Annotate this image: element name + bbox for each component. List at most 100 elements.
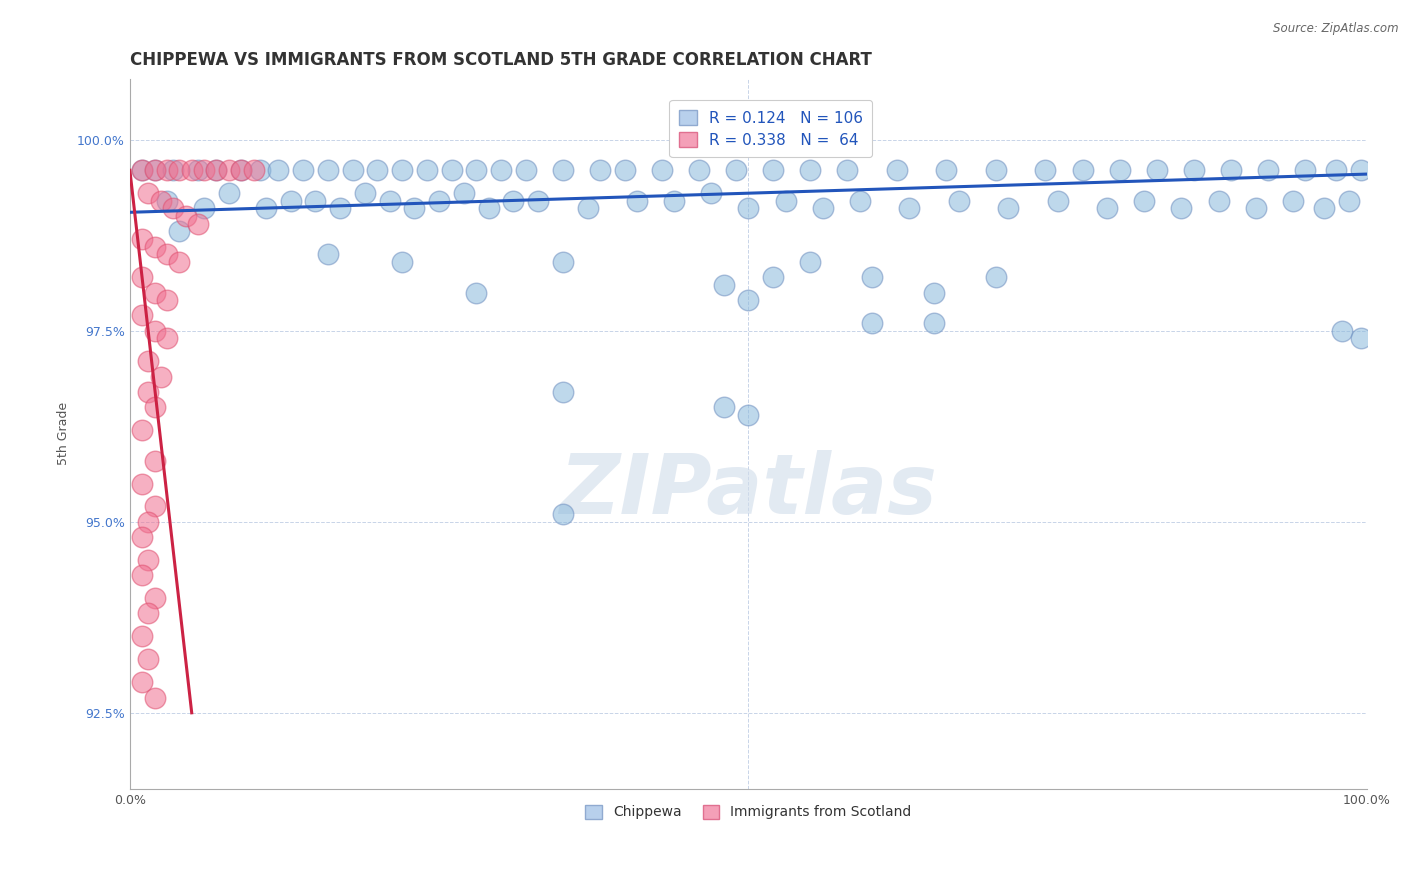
Point [837, 163, 859, 178]
Point [205, 163, 228, 178]
Point [713, 400, 735, 414]
Point [1257, 163, 1279, 178]
Point [218, 163, 240, 178]
Point [775, 194, 797, 208]
Point [551, 255, 574, 269]
Point [984, 270, 1007, 285]
Point [1133, 194, 1156, 208]
Point [465, 285, 488, 300]
Point [799, 163, 821, 178]
Point [922, 285, 945, 300]
Point [688, 163, 710, 178]
Point [378, 194, 401, 208]
Text: ZIPatlas: ZIPatlas [560, 450, 938, 532]
Point [131, 530, 153, 544]
Point [391, 255, 413, 269]
Point [613, 163, 636, 178]
Point [849, 194, 872, 208]
Point [551, 384, 574, 399]
Point [143, 400, 166, 414]
Point [427, 194, 450, 208]
Point [551, 507, 574, 521]
Point [366, 163, 388, 178]
Point [1220, 163, 1243, 178]
Point [138, 652, 160, 666]
Point [267, 163, 290, 178]
Point [551, 163, 574, 178]
Point [131, 270, 153, 285]
Point [169, 163, 191, 178]
Point [1294, 163, 1316, 178]
Point [527, 194, 550, 208]
Point [149, 194, 172, 208]
Text: CHIPPEWA VS IMMIGRANTS FROM SCOTLAND 5TH GRADE CORRELATION CHART: CHIPPEWA VS IMMIGRANTS FROM SCOTLAND 5TH… [129, 51, 872, 69]
Point [1182, 163, 1205, 178]
Point [316, 163, 339, 178]
Point [886, 163, 908, 178]
Point [304, 194, 326, 208]
Point [811, 202, 834, 216]
Point [138, 515, 160, 529]
Point [935, 163, 957, 178]
Point [860, 316, 883, 330]
Point [131, 476, 153, 491]
Point [453, 186, 475, 201]
Point [242, 163, 264, 178]
Point [737, 293, 759, 308]
Point [489, 163, 512, 178]
Point [391, 163, 413, 178]
Point [131, 163, 153, 178]
Point [1313, 202, 1336, 216]
Point [713, 277, 735, 292]
Point [465, 163, 488, 178]
Point [143, 163, 166, 178]
Point [187, 217, 209, 231]
Point [416, 163, 439, 178]
Point [762, 163, 785, 178]
Point [138, 607, 160, 621]
Point [1337, 194, 1360, 208]
Point [1244, 202, 1267, 216]
Point [156, 293, 179, 308]
Point [193, 202, 215, 216]
Point [138, 384, 160, 399]
Point [156, 194, 179, 208]
Point [131, 232, 153, 246]
Point [292, 163, 315, 178]
Point [502, 194, 524, 208]
Point [131, 163, 153, 178]
Point [143, 163, 166, 178]
Point [231, 163, 253, 178]
Point [131, 568, 153, 582]
Point [664, 194, 686, 208]
Point [898, 202, 921, 216]
Point [280, 194, 302, 208]
Point [156, 163, 179, 178]
Point [1331, 324, 1354, 338]
Point [997, 202, 1019, 216]
Point [143, 285, 166, 300]
Point [156, 331, 179, 345]
Point [1350, 331, 1372, 345]
Point [1282, 194, 1305, 208]
Point [626, 194, 648, 208]
Point [1208, 194, 1230, 208]
Point [162, 202, 184, 216]
Point [138, 553, 160, 567]
Point [138, 186, 160, 201]
Point [589, 163, 612, 178]
Point [576, 202, 599, 216]
Point [737, 408, 759, 422]
Point [1097, 202, 1119, 216]
Point [316, 247, 339, 261]
Point [156, 247, 179, 261]
Point [254, 202, 277, 216]
Point [440, 163, 463, 178]
Point [1350, 163, 1372, 178]
Point [231, 163, 253, 178]
Point [162, 163, 184, 178]
Point [187, 163, 209, 178]
Point [131, 675, 153, 690]
Point [1035, 163, 1057, 178]
Point [762, 270, 785, 285]
